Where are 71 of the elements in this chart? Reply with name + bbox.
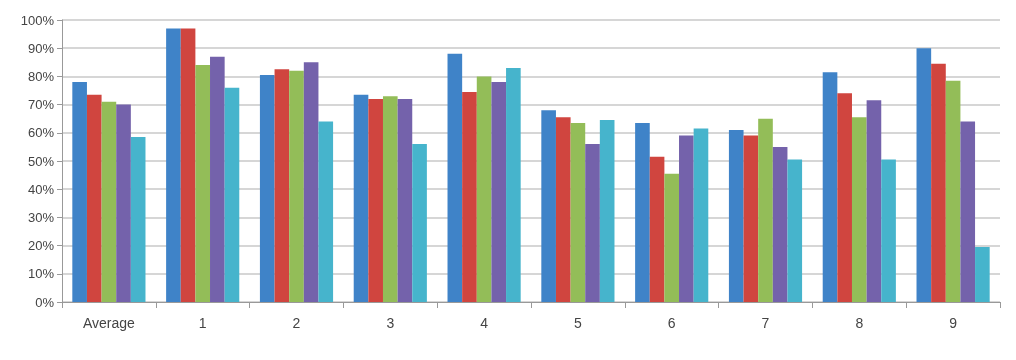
bar <box>664 173 680 302</box>
bar <box>728 129 744 302</box>
bar <box>555 117 571 302</box>
y-tick-label: 90% <box>27 40 55 56</box>
bar <box>195 65 211 302</box>
bar <box>476 76 492 302</box>
bar <box>635 122 650 302</box>
bar <box>585 144 600 302</box>
y-tick-label: 20% <box>27 238 55 254</box>
bar <box>224 87 240 302</box>
bar <box>822 72 838 302</box>
x-tick-label: 9 <box>949 315 958 331</box>
bar <box>116 104 131 302</box>
bar <box>101 101 117 302</box>
bar <box>506 67 521 302</box>
bar <box>693 128 709 302</box>
bar <box>318 121 334 302</box>
bar <box>743 135 759 302</box>
bar <box>649 156 665 302</box>
bar <box>599 120 615 302</box>
y-tick-label: 100% <box>20 12 55 28</box>
bar <box>570 122 586 302</box>
bar <box>960 121 976 302</box>
bar <box>541 110 556 302</box>
x-tick-label: Average <box>82 315 136 331</box>
bar <box>210 56 225 302</box>
bar <box>397 98 413 302</box>
bar <box>72 82 87 302</box>
bar <box>787 159 803 302</box>
x-tick-label: 8 <box>855 315 864 331</box>
y-tick-label: 80% <box>27 68 55 84</box>
bar <box>289 70 304 302</box>
bar <box>975 247 990 302</box>
y-tick-label: 40% <box>27 181 55 197</box>
bar <box>130 137 146 302</box>
x-tick-label: 6 <box>667 315 676 331</box>
bar <box>916 48 932 302</box>
x-tick-label: 2 <box>292 315 301 331</box>
bar <box>259 74 275 302</box>
bar <box>866 100 882 302</box>
bar <box>166 28 181 302</box>
x-tick-label: 4 <box>480 315 489 331</box>
bar <box>382 96 398 302</box>
bar <box>412 144 427 302</box>
bar <box>447 53 463 302</box>
bar <box>491 82 507 302</box>
bar <box>772 146 788 302</box>
x-tick-label: 7 <box>761 315 770 331</box>
bar <box>931 63 946 302</box>
y-tick-label: 70% <box>27 97 55 113</box>
bar <box>758 118 773 302</box>
x-tick-label: 3 <box>386 315 395 331</box>
x-tick-label: 1 <box>198 315 207 331</box>
bar <box>462 91 477 302</box>
bar <box>679 135 694 302</box>
y-tick-label: 30% <box>27 209 55 225</box>
bar <box>180 28 196 302</box>
y-tick-label: 50% <box>27 153 55 169</box>
y-tick-label: 10% <box>27 266 55 282</box>
y-tick-label: 0% <box>35 294 55 310</box>
bar <box>274 69 290 302</box>
bar <box>368 98 383 302</box>
bar <box>851 117 867 302</box>
bar <box>837 93 852 302</box>
x-tick-label: 5 <box>574 315 582 331</box>
bar <box>881 159 896 302</box>
bar <box>86 94 102 302</box>
bar <box>303 62 319 302</box>
bar <box>353 94 369 302</box>
y-tick-label: 60% <box>27 125 55 141</box>
bar <box>945 80 961 302</box>
